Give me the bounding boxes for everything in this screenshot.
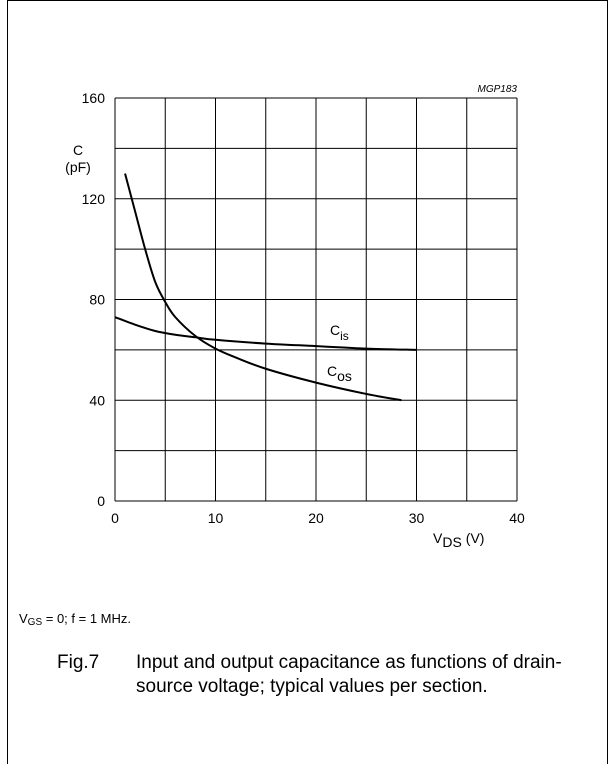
condition-label-sub: GS [27,617,43,628]
series-label-cis-sub: is [340,329,349,343]
x-tick-label: 10 [208,510,224,526]
condition-label-main: V [19,611,28,626]
x-tick-label: 0 [111,510,119,526]
figure-code: MGP183 [478,84,518,95]
x-tick-label: 40 [509,510,525,526]
x-axis-label: VDS (V) [433,530,484,550]
series-label-cis-main: C [330,322,340,338]
figure-frame [7,0,608,764]
chart-curves [114,173,417,402]
y-tick-label: 40 [89,392,105,408]
y-axis-unit: (pF) [65,159,91,175]
series-line-cos [124,173,402,402]
series-line-cis [114,316,417,351]
series-label-cos: Cos [327,363,352,384]
chart-grid [114,97,518,502]
y-tick-label: 160 [82,90,106,106]
condition-text: = 0; f = 1 MHz. [45,611,132,626]
y-axis-label: C [73,142,83,158]
test-condition: VGS = 0; f = 1 MHz. [19,611,131,628]
x-tick-label: 20 [308,510,324,526]
series-label-cos-main: C [327,363,337,379]
figure-caption-text: Input and output capacitance as function… [136,652,562,697]
y-tick-label: 0 [97,493,105,509]
x-axis-label-main: V [433,530,443,546]
series-label-cis: Cis [330,322,349,343]
chart-ticks: 0 10 20 30 40 0 40 80 120 160 [82,90,525,526]
x-axis-label-sub: DS [442,534,461,550]
x-tick-label: 30 [409,510,425,526]
y-tick-label: 120 [82,191,106,207]
figure-number: Fig.7 [57,652,100,673]
series-label-cos-sub: os [337,368,352,384]
chart: 0 10 20 30 40 0 40 80 120 160 MGP183 C (pF) VDS (V… [65,84,525,550]
x-axis-label-unit: (V) [466,530,485,546]
y-tick-label: 80 [89,292,105,308]
